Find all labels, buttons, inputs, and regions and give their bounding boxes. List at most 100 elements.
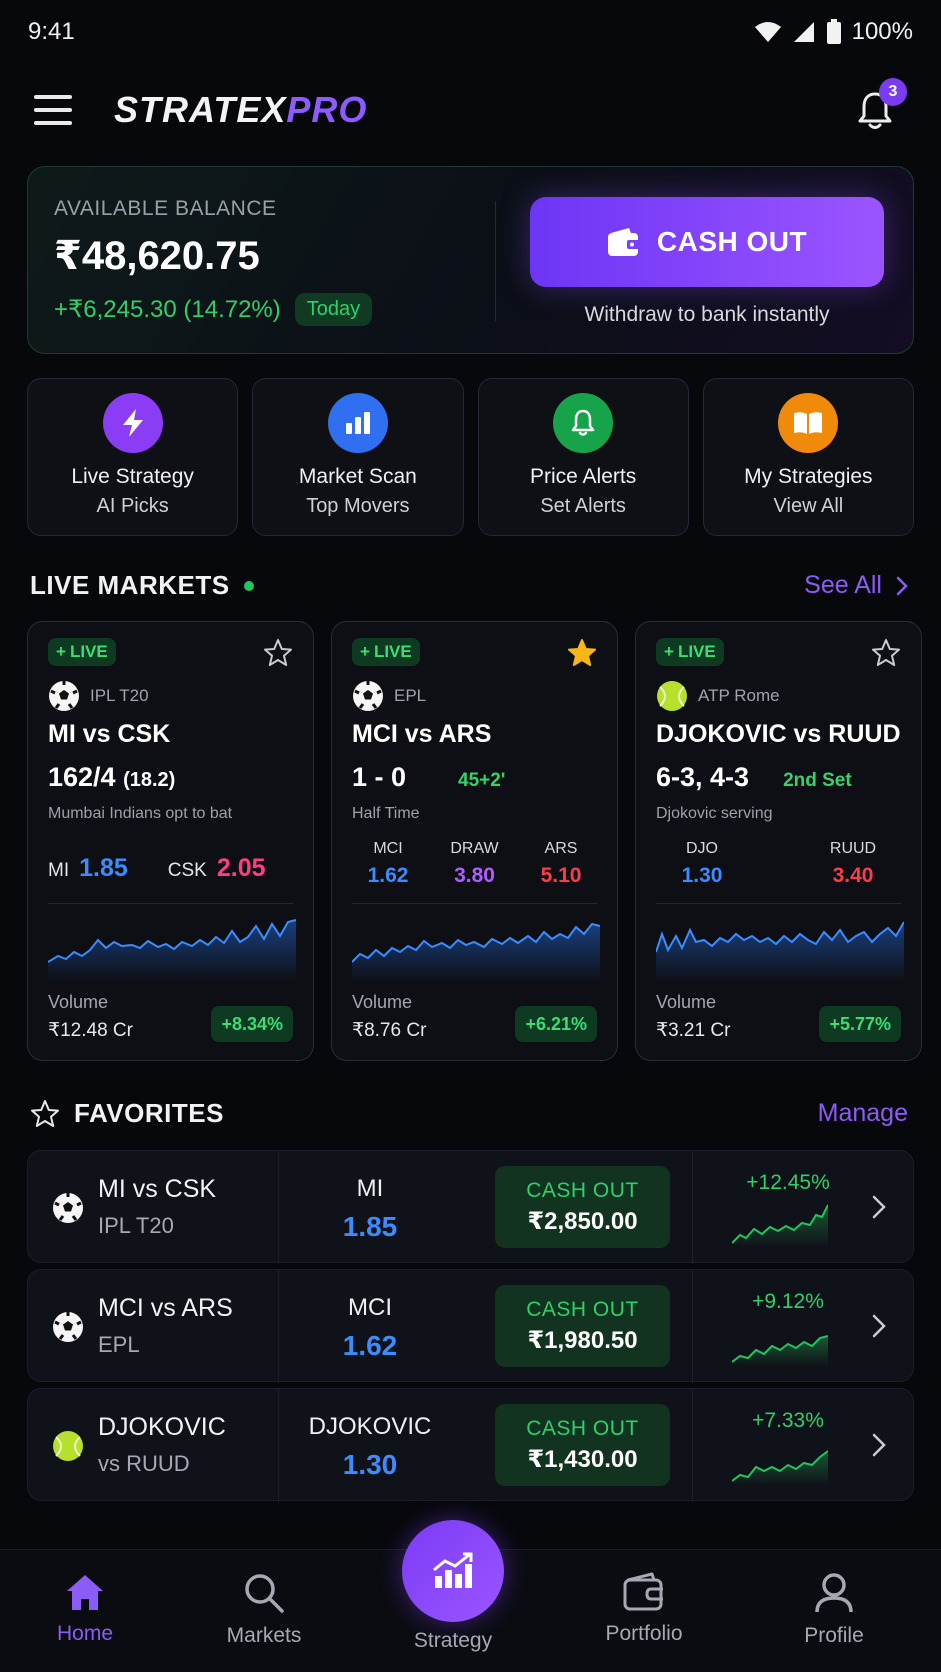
live-markets-header: LIVE MARKETS See All	[30, 570, 908, 601]
favorites-header: FAVORITES Manage	[30, 1098, 908, 1129]
favorites-title: FAVORITES	[74, 1098, 224, 1128]
nav-home[interactable]: Home	[5, 1550, 165, 1672]
match-score: 6-3, 4-3	[656, 762, 750, 792]
cash-out-amount: ₹1,430.00	[527, 1445, 638, 1473]
live-badge: + LIVE	[656, 638, 724, 666]
wallet-icon	[623, 1572, 663, 1611]
wifi-icon	[754, 22, 781, 42]
favorite-cash-out-button[interactable]: CASH OUT ₹1,980.50	[495, 1285, 670, 1367]
volume-sparkline	[656, 921, 904, 982]
live-badge: + LIVE	[48, 638, 116, 666]
favorite-row[interactable]: DJOKOVIC vs RUUD DJOKOVIC 1.30 CASH OUT …	[27, 1388, 914, 1502]
odds-label: MCI	[373, 840, 403, 857]
volume-sparkline	[352, 922, 600, 982]
balance-period-badge: Today	[294, 293, 373, 326]
score-overs: (18.2)	[123, 769, 176, 791]
soccer-ball-icon	[53, 1193, 83, 1223]
match-status: Half Time	[352, 805, 420, 822]
cash-out-label: CASH OUT	[656, 226, 808, 257]
odds-option[interactable]: DJO 1.30	[666, 840, 738, 888]
balance-change: +₹6,245.30 (14.72%)	[54, 296, 281, 323]
manage-link[interactable]: Manage	[818, 1099, 908, 1128]
match-title: MCI vs ARS	[352, 720, 492, 748]
favorite-star-icon[interactable]	[263, 638, 293, 668]
quick-action-title: Price Alerts	[530, 465, 637, 488]
row-divider	[692, 1389, 693, 1502]
quick-action-live-strategy[interactable]: Live Strategy AI Picks	[27, 378, 239, 536]
lightning-icon	[102, 393, 163, 453]
quick-action-subtitle: AI Picks	[96, 495, 169, 517]
odds-value[interactable]: 1.85	[79, 854, 128, 882]
league-name: ATP Rome	[698, 686, 780, 705]
tennis-ball-icon	[53, 1431, 83, 1461]
favorite-cash-out-button[interactable]: CASH OUT ₹1,430.00	[495, 1404, 670, 1486]
strategy-fab-button[interactable]	[402, 1520, 504, 1622]
hamburger-menu-icon[interactable]	[34, 95, 72, 125]
match-score: 162/4 (18.2)	[48, 762, 175, 793]
nav-portfolio[interactable]: Portfolio	[564, 1550, 724, 1672]
row-divider	[692, 1151, 693, 1264]
live-markets-title: LIVE MARKETS	[30, 570, 230, 600]
chevron-right-icon[interactable]	[869, 1191, 889, 1223]
favorite-change: +9.12%	[752, 1290, 824, 1313]
favorite-cash-out-button[interactable]: CASH OUT ₹2,850.00	[495, 1166, 670, 1248]
favorite-match: MCI vs ARS	[98, 1294, 233, 1322]
nav-label: Markets	[226, 1624, 302, 1647]
chevron-right-icon[interactable]	[869, 1310, 889, 1342]
favorites-list: MI vs CSK IPL T20 MI 1.85 CASH OUT ₹2,85…	[27, 1150, 914, 1507]
quick-action-price-alerts[interactable]: Price Alerts Set Alerts	[477, 378, 689, 536]
favorite-sparkline	[732, 1204, 828, 1247]
live-indicator-dot	[243, 580, 254, 591]
favorite-sparkline	[732, 1335, 828, 1366]
odds-option[interactable]: DRAW 3.80	[439, 840, 511, 888]
nav-label: Profile	[804, 1624, 864, 1647]
favorite-odds: 1.62	[342, 1330, 398, 1361]
volume-label: Volume	[352, 992, 413, 1012]
market-card[interactable]: + LIVE ATP Rome DJOKOVIC vs RUUD 6-3, 4-…	[635, 621, 922, 1061]
odds-option[interactable]: RUUD 3.40	[817, 840, 889, 888]
favorite-league: EPL	[98, 1332, 140, 1357]
balance-divider	[495, 201, 496, 321]
quick-action-my-strategies[interactable]: My Strategies View All	[702, 378, 914, 536]
match-title: DJOKOVIC vs RUUD	[656, 720, 901, 748]
quick-action-subtitle: Set Alerts	[540, 495, 626, 517]
notifications-button[interactable]: 3	[853, 78, 907, 132]
favorite-star-icon[interactable]	[871, 638, 901, 668]
favorite-pick: MCI	[348, 1294, 392, 1321]
live-market-cards: + LIVE IPL T20 MI vs CSK 162/4 (18.2) Mu…	[27, 621, 922, 1061]
chevron-right-icon[interactable]	[869, 1429, 889, 1461]
match-title: MI vs CSK	[48, 720, 171, 748]
volume-label: Volume	[48, 992, 109, 1012]
odds-option[interactable]: MCI 1.62	[352, 840, 424, 888]
odds-value: 3.80	[454, 864, 495, 887]
favorite-star-icon[interactable]	[567, 638, 597, 668]
card-divider	[656, 903, 901, 904]
odds-option[interactable]: ARS 5.10	[525, 840, 597, 888]
status-bar: 9:41 100%	[0, 0, 941, 64]
favorite-odds: 1.85	[342, 1211, 398, 1242]
cash-out-button[interactable]: CASH OUT	[530, 197, 884, 287]
market-card[interactable]: + LIVE EPL MCI vs ARS 1 - 0 45+2' Half T…	[331, 621, 618, 1061]
quick-action-market-scan[interactable]: Market Scan Top Movers	[252, 378, 464, 536]
live-badge-label: LIVE	[677, 642, 716, 661]
balance-card: AVAILABLE BALANCE ₹48,620.75 +₹6,245.30 …	[27, 166, 914, 354]
nav-label: Home	[56, 1622, 114, 1645]
bar-chart-icon	[327, 393, 388, 453]
nav-markets[interactable]: Markets	[184, 1550, 344, 1672]
quick-action-title: Live Strategy	[71, 465, 194, 488]
market-card[interactable]: + LIVE IPL T20 MI vs CSK 162/4 (18.2) Mu…	[27, 621, 314, 1061]
battery-percent: 100%	[851, 18, 913, 45]
volume-value: ₹8.76 Cr	[352, 1020, 427, 1041]
volume-value: ₹3.21 Cr	[656, 1020, 731, 1041]
odds-value[interactable]: 2.05	[216, 854, 266, 882]
chevron-right-icon	[896, 576, 908, 595]
nav-strategy-label[interactable]: Strategy	[413, 1629, 493, 1652]
favorite-row[interactable]: MI vs CSK IPL T20 MI 1.85 CASH OUT ₹2,85…	[27, 1150, 914, 1264]
nav-profile[interactable]: Profile	[754, 1550, 914, 1672]
favorite-row[interactable]: MCI vs ARS EPL MCI 1.62 CASH OUT ₹1,980.…	[27, 1269, 914, 1383]
favorite-league: IPL T20	[98, 1213, 174, 1238]
quick-action-subtitle: View All	[773, 495, 844, 517]
app-header: STRATEXPRO 3	[0, 74, 941, 146]
see-all-link[interactable]: See All	[804, 571, 908, 600]
volume-label: Volume	[656, 992, 717, 1012]
